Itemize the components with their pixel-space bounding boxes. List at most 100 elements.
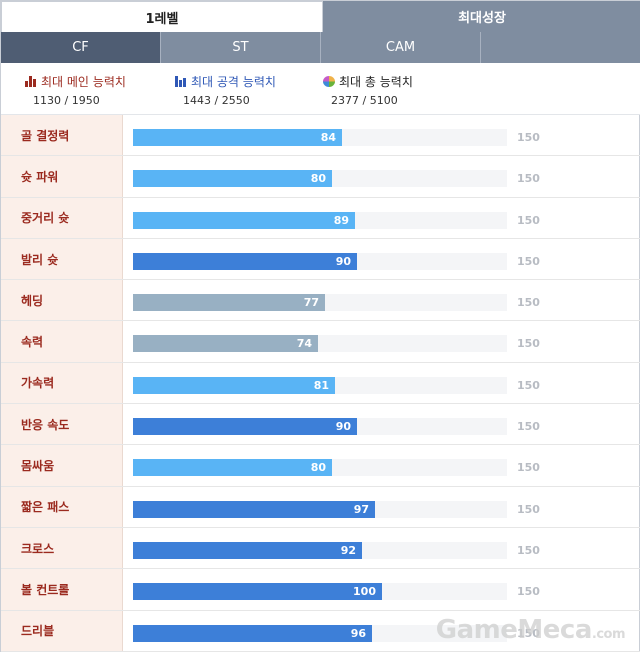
stat-row: 가속력 81 150	[1, 362, 640, 405]
stat-row: 헤딩 77 150	[1, 280, 640, 322]
stat-row: 크로스 92 150	[1, 527, 640, 570]
stat-bar-track: 90	[133, 418, 507, 436]
bar-chart-icon	[25, 75, 37, 87]
stat-bar-fill: 80	[133, 459, 332, 477]
stat-row: 짧은 패스 97 150	[1, 486, 640, 528]
stat-bar-fill: 74	[133, 335, 318, 353]
stat-max: 150	[517, 502, 540, 516]
summary-total-value: 2377 / 5100	[331, 94, 398, 107]
stat-label: 반응 속도	[1, 404, 123, 445]
stat-bar-fill: 100	[133, 583, 382, 601]
stat-value: 89	[333, 213, 349, 227]
stat-value: 90	[335, 254, 351, 268]
stat-max: 150	[517, 378, 540, 392]
stat-max: 150	[517, 254, 540, 268]
stat-label: 슛 파워	[1, 156, 123, 197]
stat-row: 속력 74 150	[1, 321, 640, 363]
summary-main: 최대 메인 능력치 1130 / 1950	[25, 73, 126, 107]
summary-attack: 최대 공격 능력치 1443 / 2550	[175, 73, 276, 107]
stat-label: 크로스	[1, 527, 123, 569]
stat-bar-fill: 89	[133, 211, 355, 229]
summary-attack-value: 1443 / 2550	[183, 94, 250, 107]
watermark-logo: GameMeca.com	[435, 615, 626, 645]
summary-total: 최대 총 능력치 2377 / 5100	[323, 73, 413, 107]
stat-value: 92	[340, 543, 356, 557]
stat-bar-fill: 96	[133, 624, 372, 642]
stat-max: 150	[517, 172, 540, 186]
stat-value: 80	[310, 172, 326, 186]
tab-position-cf[interactable]: CF	[1, 32, 161, 63]
summary-main-title: 최대 메인 능력치	[41, 74, 126, 89]
position-tabs: CF ST CAM	[1, 32, 640, 63]
stat-value: 96	[350, 626, 366, 640]
tab-position-cam[interactable]: CAM	[321, 32, 481, 63]
stat-max: 150	[517, 131, 540, 144]
stat-bar-fill: 90	[133, 252, 357, 270]
stat-label: 발리 슛	[1, 238, 123, 280]
stat-row: 드리블 96 150	[1, 610, 640, 652]
stat-label: 짧은 패스	[1, 486, 123, 527]
stat-label: 속력	[1, 321, 123, 362]
stat-label: 중거리 슛	[1, 197, 123, 238]
stat-bar-track: 74	[133, 335, 507, 353]
stat-bar-track: 77	[133, 294, 507, 312]
stat-bar-track: 90	[133, 252, 507, 270]
stat-bar-track: 92	[133, 541, 507, 559]
level-tabs: 1레벨 최대성장	[1, 1, 640, 32]
stat-bar-track: 100	[133, 583, 507, 601]
stat-bar-track: 84	[133, 129, 507, 146]
stat-bar-track: 81	[133, 376, 507, 394]
stat-max: 150	[517, 213, 540, 227]
summary-attack-title: 최대 공격 능력치	[191, 74, 276, 89]
tab-empty-slot	[481, 32, 640, 63]
stat-row: 골 결정력 84 150	[1, 115, 640, 157]
stat-bar-track: 80	[133, 170, 507, 188]
stat-value: 100	[353, 585, 376, 599]
pie-chart-icon	[323, 75, 335, 87]
stat-label: 골 결정력	[1, 115, 123, 156]
summary-main-value: 1130 / 1950	[33, 94, 100, 107]
stat-bar-fill: 80	[133, 170, 332, 188]
tab-position-st[interactable]: ST	[161, 32, 321, 63]
stat-max: 150	[517, 461, 540, 475]
stat-row: 슛 파워 80 150	[1, 156, 640, 198]
stat-max: 150	[517, 420, 540, 434]
stat-bar-fill: 97	[133, 500, 375, 518]
stat-bar-fill: 90	[133, 418, 357, 436]
stat-max: 150	[517, 626, 540, 640]
stat-bar-fill: 77	[133, 294, 325, 312]
stat-label: 볼 컨트롤	[1, 569, 123, 610]
stat-label: 헤딩	[1, 280, 123, 321]
stat-row: 반응 속도 90 150	[1, 404, 640, 446]
stat-row: 발리 슛 90 150	[1, 238, 640, 281]
bar-chart-icon	[175, 75, 187, 87]
ability-summary: 최대 메인 능력치 1130 / 1950 최대 공격 능력치 1443 / 2…	[1, 63, 640, 115]
stat-row: 몸싸움 80 150	[1, 445, 640, 487]
stat-max: 150	[517, 585, 540, 599]
stat-value: 90	[335, 420, 351, 434]
stat-bar-track: 89	[133, 211, 507, 229]
stat-row: 볼 컨트롤 100 150	[1, 569, 640, 611]
stat-max: 150	[517, 296, 540, 310]
stat-max: 150	[517, 337, 540, 351]
stat-value: 74	[296, 337, 312, 351]
stat-bar-track: 96	[133, 624, 507, 642]
stat-bar-track: 97	[133, 500, 507, 518]
stat-bar-track: 80	[133, 459, 507, 477]
stat-list: 골 결정력 84 150 슛 파워 80 150 중거리 슛 89 150 발리 슛 90 150 헤딩…	[1, 115, 640, 652]
summary-total-title: 최대 총 능력치	[339, 74, 413, 89]
stat-label: 몸싸움	[1, 445, 123, 486]
stat-max: 150	[517, 543, 540, 557]
stat-bar-fill: 84	[133, 129, 342, 146]
stat-value: 97	[353, 502, 369, 516]
stat-value: 80	[310, 461, 326, 475]
stat-value: 81	[313, 378, 329, 392]
stat-value: 77	[303, 296, 319, 310]
tab-max-growth[interactable]: 최대성장	[323, 1, 640, 32]
stat-bar-fill: 92	[133, 541, 362, 559]
stat-label: 드리블	[1, 610, 123, 651]
stat-bar-fill: 81	[133, 376, 335, 394]
tab-level-1[interactable]: 1레벨	[1, 1, 323, 32]
stat-value: 84	[320, 131, 336, 144]
